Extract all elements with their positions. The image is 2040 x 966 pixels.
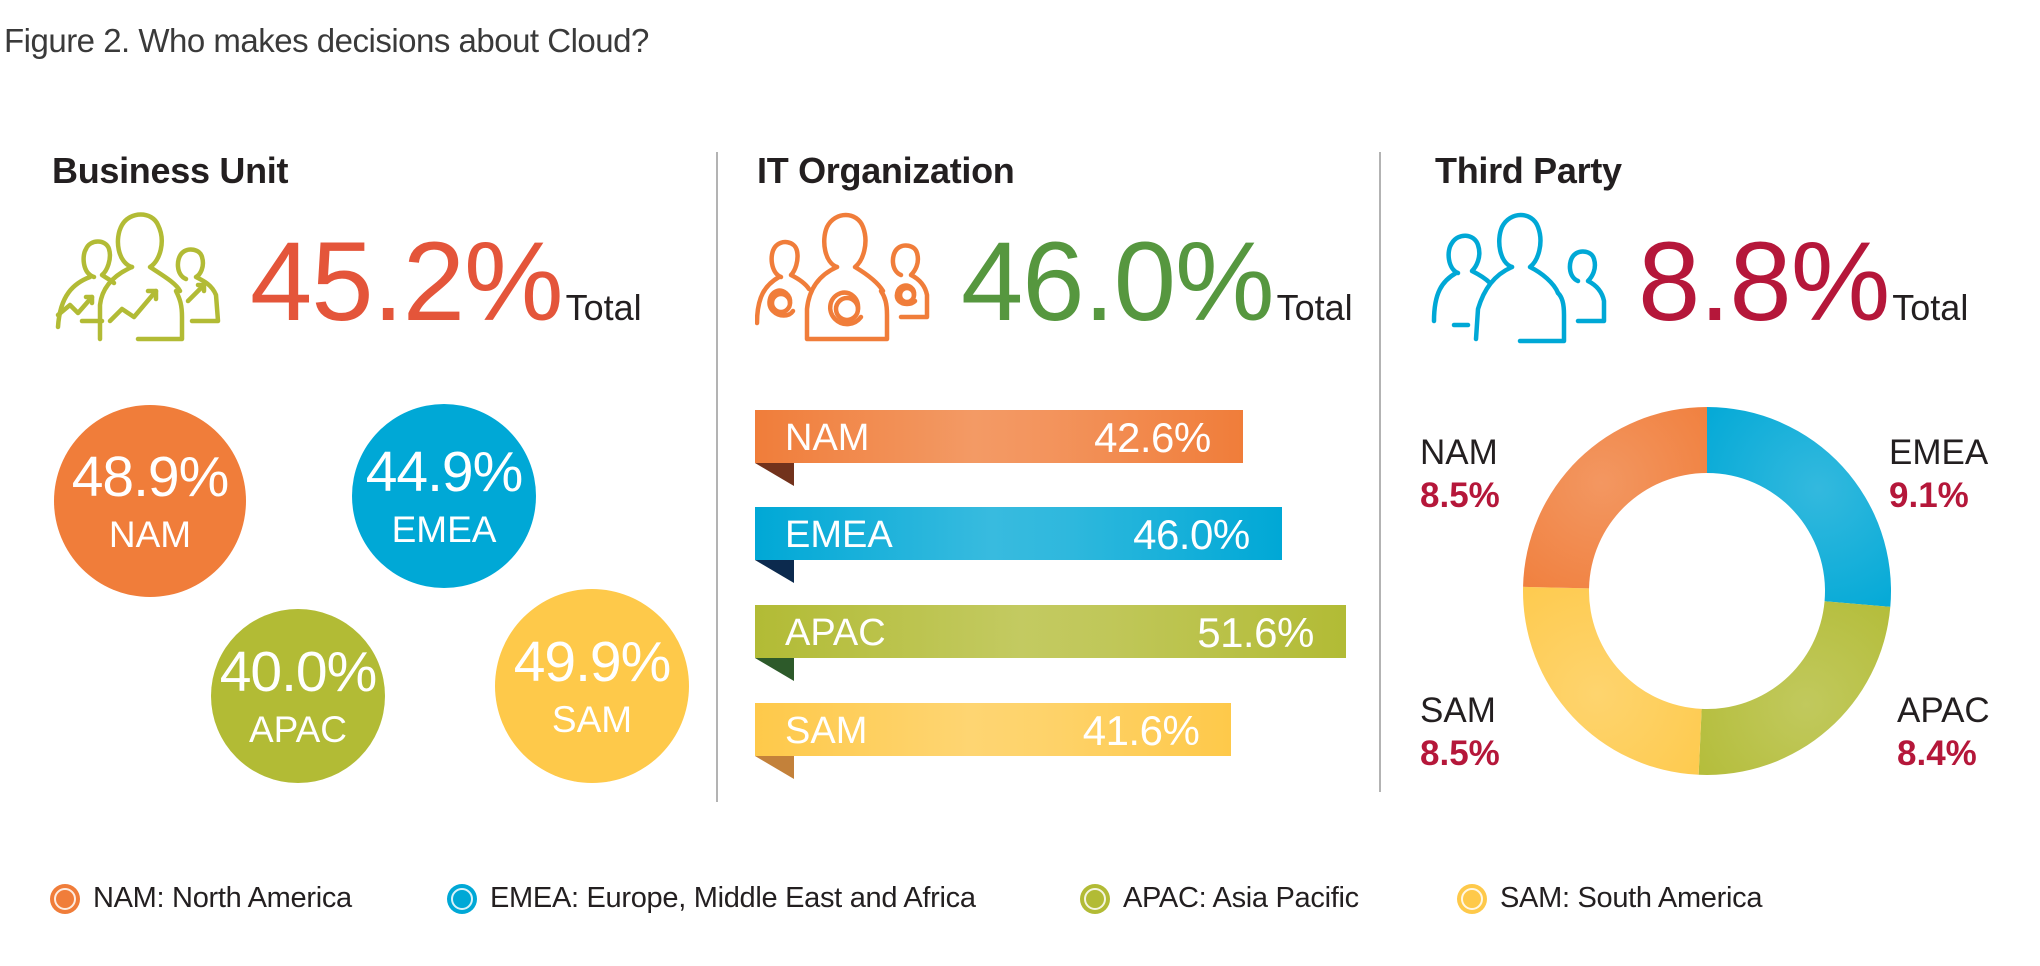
donut-label-sam: SAM 8.5% — [1420, 690, 1500, 775]
donut-label-value: 8.5% — [1420, 475, 1500, 515]
donut-label-region: APAC — [1897, 691, 1990, 730]
total-suffix: Total — [1892, 287, 1969, 328]
it-total: 46.0%Total — [961, 226, 1353, 338]
third-party-total: 8.8%Total — [1638, 226, 1968, 338]
section-heading: Third Party — [1435, 150, 1622, 191]
ribbon-label: EMEA — [785, 514, 893, 556]
legend-item-emea: EMEA: Europe, Middle East and Africa — [447, 882, 976, 915]
people-growth-icon — [55, 212, 221, 342]
donut-segment-sam — [1523, 586, 1702, 775]
bubble-value: 48.9% — [71, 445, 230, 509]
bubble-nam: 48.9% NAM — [54, 405, 246, 597]
ribbon-fold — [755, 756, 794, 779]
legend-marker-icon — [50, 883, 80, 914]
legend-marker-icon — [1080, 883, 1110, 914]
ribbon-value: 42.6% — [1094, 414, 1211, 461]
total-suffix: Total — [565, 287, 642, 328]
bubble-sam: 49.9% SAM — [495, 589, 689, 783]
bubble-value: 40.0% — [219, 640, 378, 704]
legend-label: SAM: South America — [1500, 882, 1763, 914]
bubble-apac: 40.0% APAC — [211, 609, 385, 783]
legend-item-sam: SAM: South America — [1457, 882, 1762, 915]
figure-title: Figure 2. Who makes decisions about Clou… — [4, 22, 649, 59]
donut-label-value: 8.5% — [1420, 733, 1500, 773]
ribbon-bar-apac: APAC 51.6% — [755, 605, 1346, 681]
bubble-label: APAC — [248, 709, 347, 750]
total-value: 45.2% — [250, 219, 564, 344]
ribbon-value: 46.0% — [1133, 511, 1250, 558]
ribbon-fold — [755, 658, 794, 681]
ribbon-bar-emea: EMEA 46.0% — [755, 507, 1282, 583]
people-group-icon — [1431, 212, 1607, 344]
ribbon-fold — [755, 560, 794, 583]
ribbon-fold — [755, 463, 794, 486]
donut-segment-nam — [1523, 407, 1707, 589]
legend-marker-icon — [447, 883, 477, 914]
ribbon-value: 41.6% — [1082, 707, 1200, 754]
bubble-value: 44.9% — [365, 440, 524, 504]
legend-label: NAM: North America — [93, 882, 352, 914]
donut-label-region: SAM — [1420, 691, 1496, 730]
bubble-value: 49.9% — [513, 630, 672, 694]
business-total: 45.2%Total — [250, 226, 642, 338]
donut-label-nam: NAM 8.5% — [1420, 432, 1500, 517]
legend-marker-icon — [1457, 883, 1487, 914]
donut-segment-apac — [1698, 601, 1891, 775]
total-value: 46.0% — [961, 219, 1275, 344]
donut-segment-emea — [1707, 407, 1891, 607]
column-divider — [1379, 152, 1381, 792]
bubble-label: NAM — [108, 514, 192, 555]
bubble-label: SAM — [551, 699, 633, 740]
donut-label-value: 9.1% — [1889, 475, 1969, 515]
total-suffix: Total — [1276, 287, 1353, 328]
donut-label-region: NAM — [1420, 433, 1498, 472]
section-heading: IT Organization — [757, 150, 1015, 191]
donut-label-region: EMEA — [1889, 433, 1989, 472]
legend-item-apac: APAC: Asia Pacific — [1080, 882, 1359, 915]
ribbon-bar-sam: SAM 41.6% — [755, 703, 1232, 779]
column-divider — [716, 152, 718, 802]
ribbon-label: SAM — [785, 710, 868, 752]
legend-item-nam: NAM: North America — [50, 882, 352, 915]
donut-label-emea: EMEA 9.1% — [1889, 432, 1988, 517]
donut-chart — [1523, 407, 1891, 775]
ribbon-value: 51.6% — [1197, 609, 1314, 656]
donut-label-apac: APAC 8.4% — [1897, 690, 1990, 775]
ribbon-label: NAM — [785, 417, 870, 459]
ribbon-bar-nam: NAM 42.6% — [755, 410, 1243, 486]
legend-label: EMEA: Europe, Middle East and Africa — [490, 882, 976, 914]
bubble-emea: 44.9% EMEA — [352, 404, 536, 588]
donut-label-value: 8.4% — [1897, 733, 1977, 773]
bubble-label: EMEA — [391, 509, 497, 550]
legend-label: APAC: Asia Pacific — [1123, 882, 1359, 914]
total-value: 8.8% — [1638, 219, 1890, 344]
people-email-icon — [755, 212, 930, 342]
ribbon-label: APAC — [785, 612, 886, 654]
section-heading: Business Unit — [52, 150, 289, 191]
